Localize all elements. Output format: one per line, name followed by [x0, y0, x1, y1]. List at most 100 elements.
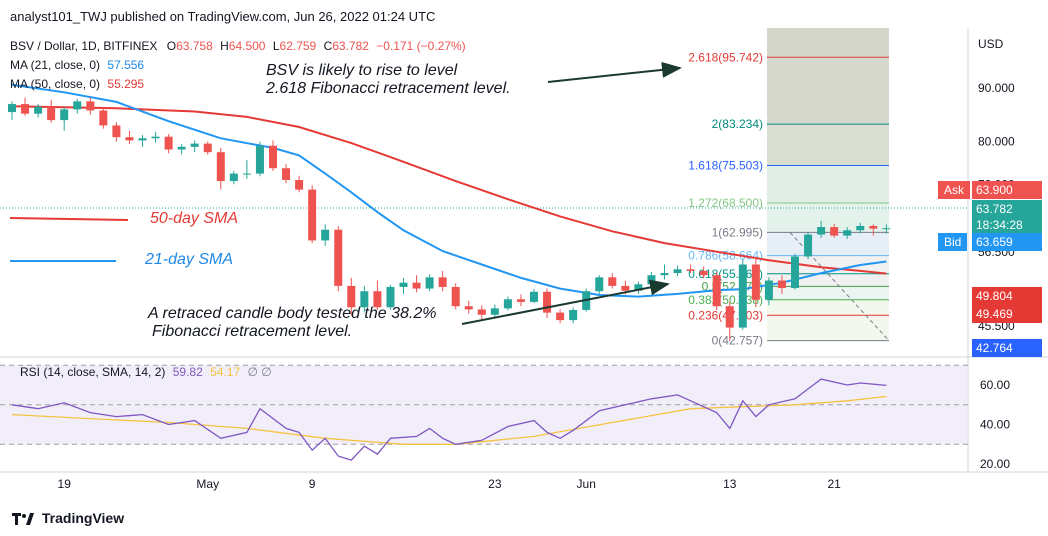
publisher-text: analyst101_TWJ published on TradingView.…	[10, 9, 436, 24]
rsi-tick-2: 20.00	[980, 457, 1010, 471]
candle-46	[608, 273, 617, 289]
candle-body	[882, 228, 891, 230]
ma50-legend[interactable]: MA (50, close, 0) 55.295	[10, 77, 144, 91]
candle-body	[138, 138, 147, 141]
candle-body	[804, 234, 813, 257]
candle-body	[308, 189, 317, 241]
candle-40	[530, 289, 538, 304]
annotation-top-line1: BSV is likely to rise to level	[266, 62, 458, 79]
time-tick-May: May	[196, 477, 219, 491]
currency-label: USD	[978, 37, 1004, 51]
candle-body	[321, 229, 330, 241]
candle-37	[490, 304, 499, 317]
candle-61	[804, 232, 813, 260]
fib-zone-1	[767, 232, 889, 256]
rsi-band-fill	[0, 365, 968, 445]
candle-50	[660, 264, 669, 280]
fib-zone-0.236	[767, 315, 889, 341]
candle-body	[869, 225, 878, 229]
candle-35	[464, 300, 473, 314]
candle-16	[216, 147, 225, 190]
candle-body	[373, 291, 382, 308]
fib-label-0.618: 0.618(55.264)	[688, 267, 763, 281]
candle-body	[543, 291, 552, 313]
candle-body	[34, 106, 43, 114]
level-b-tag: 49.469	[972, 305, 1042, 323]
candle-51	[673, 265, 682, 277]
candle-57	[751, 257, 760, 308]
level-a-tag: 49.804	[972, 287, 1042, 305]
candle-11	[151, 131, 160, 143]
candle-1	[21, 97, 30, 116]
candle-49	[647, 271, 656, 286]
candle-26	[347, 277, 356, 316]
time-tick-21: 21	[827, 477, 841, 491]
symbol-legend[interactable]: BSV / Dollar, 1D, BITFINEX O63.758 H64.5…	[10, 39, 466, 53]
ma21-label: MA (21, close, 0)	[10, 58, 101, 72]
countdown-tag: 18:34:28	[972, 216, 1042, 234]
candle-body	[73, 101, 82, 110]
candle-60	[791, 253, 799, 290]
candle-body	[608, 277, 617, 286]
rsi-tick-0: 60.00	[980, 378, 1010, 392]
candle-body	[347, 285, 356, 308]
ma50-line	[11, 105, 887, 275]
candle-24	[321, 224, 330, 246]
candle-body	[699, 270, 708, 276]
ma21-value: 57.556	[107, 58, 145, 72]
candle-36	[477, 305, 486, 320]
candle-48	[634, 281, 643, 294]
candle-45	[595, 275, 604, 294]
candle-body	[725, 306, 734, 328]
candle-body	[791, 256, 799, 289]
ma21-legend[interactable]: MA (21, close, 0) 57.556	[10, 58, 144, 72]
candle-53	[699, 266, 708, 279]
candle-42	[556, 309, 565, 324]
candle-4	[60, 107, 69, 131]
rsi-label: RSI (14, close, SMA, 14, 2)	[20, 365, 166, 379]
arrow-to-2618	[547, 61, 682, 83]
time-tick-23: 23	[488, 477, 502, 491]
fibonacci-retracement[interactable]: 0(42.757)0.236(47.503)0.382(50.438)0.5(5…	[688, 28, 890, 348]
arrow-to-382	[461, 279, 670, 325]
fib-zone-2	[767, 124, 889, 166]
ohlc-open-label: O	[166, 39, 177, 53]
candle-18	[242, 160, 251, 179]
candle-58	[764, 277, 773, 306]
candle-body	[386, 286, 395, 308]
candle-62	[817, 220, 826, 238]
fib-zone-top	[767, 28, 889, 58]
ohlc-high-label: H	[220, 39, 229, 53]
sma21-label: 21-day SMA	[145, 251, 234, 268]
candle-body	[621, 285, 630, 291]
ma21-layer	[10, 83, 887, 298]
candle-66	[869, 224, 878, 236]
fib-label-1: 1(62.995)	[712, 225, 763, 239]
rsi-line	[11, 378, 887, 461]
candle-body	[764, 280, 773, 300]
ma21-line	[11, 83, 887, 298]
annotation-bottom-line1: A retraced candle body tested the 38.2%	[148, 305, 437, 322]
sma50-label: 50-day SMA	[150, 210, 239, 227]
ma50-value: 55.295	[107, 77, 145, 91]
candle-body	[817, 227, 826, 235]
candle-0	[8, 101, 16, 121]
tradingview-brand[interactable]: TradingView	[12, 510, 124, 526]
fib-label-1.618: 1.618(75.503)	[688, 159, 763, 173]
candle-body	[295, 179, 304, 190]
candle-body	[686, 269, 695, 271]
candle-body	[530, 291, 538, 302]
candle-52	[686, 264, 695, 274]
ohlc-high: 64.500	[228, 39, 266, 53]
rsi-legend[interactable]: RSI (14, close, SMA, 14, 2) 59.82 54.17 …	[20, 365, 272, 379]
candle-body	[438, 277, 447, 287]
candle-body	[203, 143, 212, 153]
candle-54	[712, 271, 721, 310]
candle-3	[47, 99, 56, 123]
candle-body	[477, 309, 486, 315]
fib-zone-0.5	[767, 286, 889, 300]
candle-body	[164, 136, 173, 150]
tradingview-logo-icon	[12, 513, 34, 526]
ask-price-tag: 63.900	[972, 181, 1042, 199]
